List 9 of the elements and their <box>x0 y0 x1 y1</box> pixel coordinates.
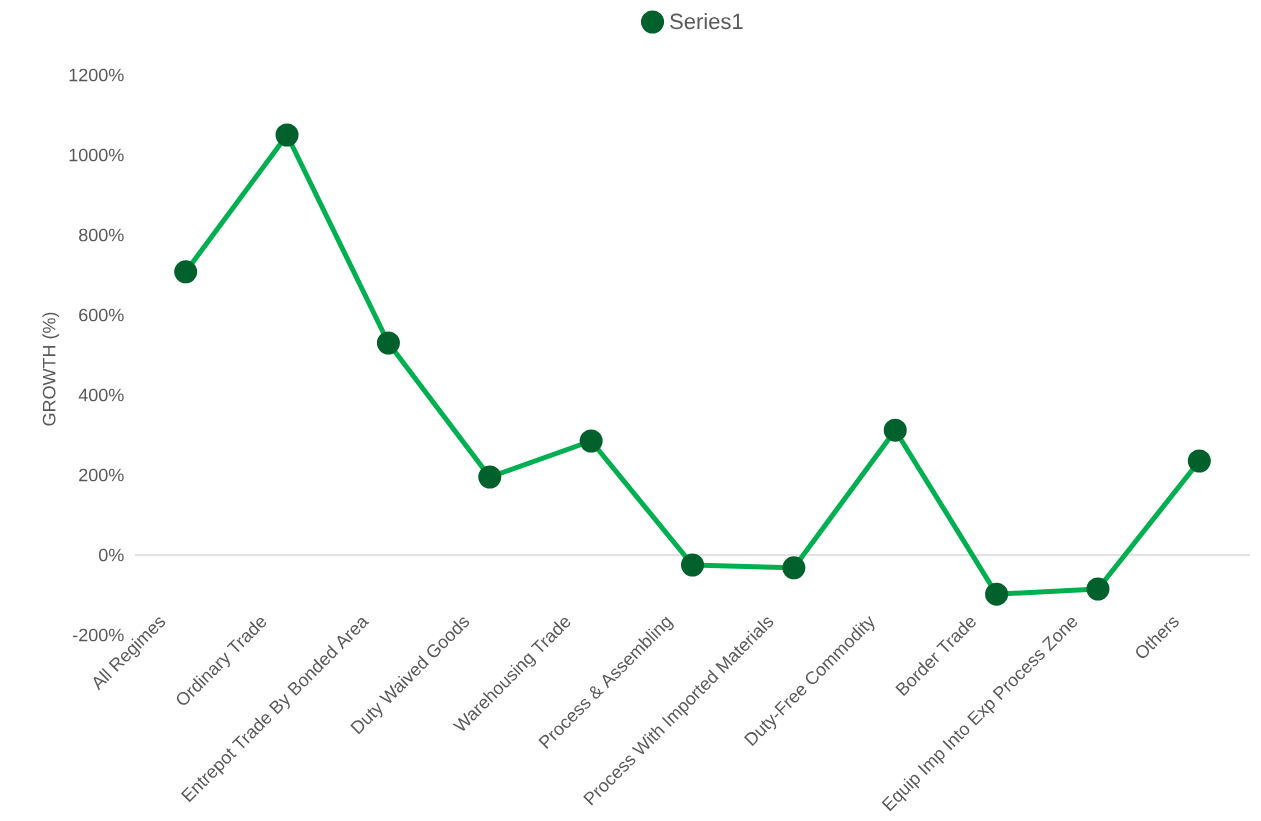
y-tick-label: 1200% <box>69 68 124 82</box>
y-axis-title: GROWTH (%) <box>42 312 60 426</box>
y-tick-label: 1000% <box>69 148 124 162</box>
legend-label: Series1 <box>670 12 743 30</box>
y-tick-label: 400% <box>78 388 124 402</box>
y-tick-label: 800% <box>79 228 124 242</box>
y-tick-label: 200% <box>79 468 124 482</box>
y-tick-label: 0% <box>98 548 124 562</box>
y-tick-label: 600% <box>79 308 124 322</box>
